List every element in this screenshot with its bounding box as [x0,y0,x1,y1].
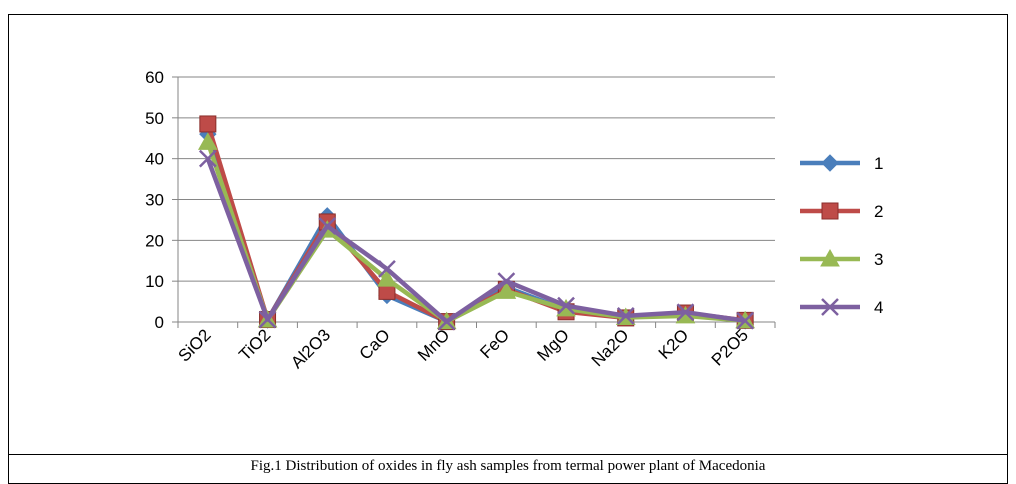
x-tick-label: MgO [533,325,572,364]
series-line-4 [205,157,746,324]
grid-lines [178,76,775,282]
legend-label-1: 1 [874,154,883,173]
legend-marker-4 [821,298,839,316]
data-point-series-4 [318,217,337,235]
data-point-series-4 [736,311,755,330]
y-tick-label: 10 [145,272,164,291]
y-tick-label: 60 [145,68,164,87]
figure-caption: Fig.1 Distribution of oxides in fly ash … [250,458,766,474]
series-lines [197,115,756,331]
legend-label-2: 2 [874,202,883,221]
x-tick-label: Na2O [588,325,633,370]
y-tick-label: 40 [145,150,164,169]
data-point-series-4 [437,312,456,331]
data-point-series-4 [676,303,695,322]
legend-label-4: 4 [874,298,883,317]
legend-label-3: 3 [874,250,883,269]
legend-marker-3 [820,248,840,267]
x-tick-label: K2O [655,325,692,362]
x-tick-label: CaO [356,325,394,363]
x-tick-label: FeO [476,325,513,362]
series-line-1 [205,133,746,324]
data-point-series-4 [497,272,516,291]
data-point-series-4 [616,306,635,325]
data-point-series-3 [377,269,397,287]
data-point-series-3 [496,281,517,299]
x-tick-label: P2O5 [708,325,752,369]
y-tick-label: 30 [145,191,164,210]
data-point-series-3 [197,132,218,150]
data-point-series-4 [557,296,575,315]
legend: 1 2 3 4 [800,154,883,317]
x-tick-label: TiO2 [235,325,274,364]
legend-marker-2 [821,202,839,220]
x-tick-label: MnO [414,325,453,364]
x-tick-label: Al2O3 [287,325,334,372]
legend-marker-1 [821,154,839,172]
series-line-3 [205,141,746,324]
caption-divider [8,454,1008,455]
x-tick-label: SiO2 [175,325,215,365]
y-tick-label: 20 [145,231,164,250]
data-point-series-4 [198,149,217,168]
y-tick-label: 0 [155,313,164,332]
y-tick-label: 50 [145,109,164,128]
data-point-series-2 [199,115,217,133]
data-point-series-4 [258,310,277,329]
axes: 0 10 20 30 40 50 60 SiO2 TiO2 Al2O3 CaO MnO FeO MgO Na… [145,68,776,372]
figure-frame [8,14,1008,484]
data-point-series-4 [378,260,396,278]
